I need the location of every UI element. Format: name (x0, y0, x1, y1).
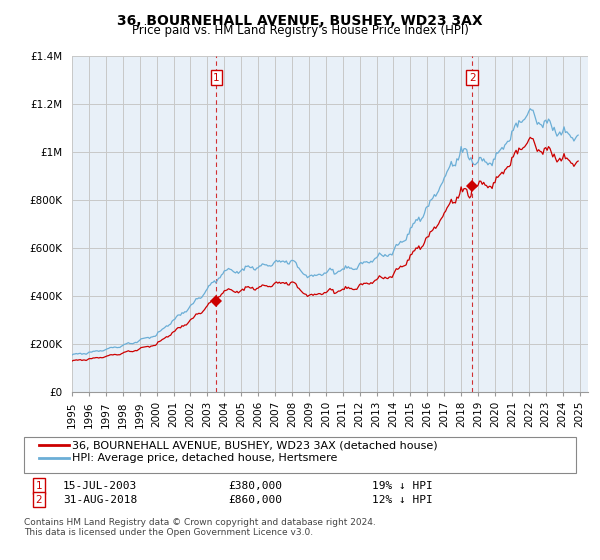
Text: £860,000: £860,000 (228, 494, 282, 505)
Text: £380,000: £380,000 (228, 481, 282, 491)
Text: Price paid vs. HM Land Registry's House Price Index (HPI): Price paid vs. HM Land Registry's House … (131, 24, 469, 37)
Text: Contains HM Land Registry data © Crown copyright and database right 2024.
This d: Contains HM Land Registry data © Crown c… (24, 518, 376, 538)
Text: 36, BOURNEHALL AVENUE, BUSHEY, WD23 3AX: 36, BOURNEHALL AVENUE, BUSHEY, WD23 3AX (117, 14, 483, 28)
Text: 36, BOURNEHALL AVENUE, BUSHEY, WD23 3AX (detached house): 36, BOURNEHALL AVENUE, BUSHEY, WD23 3AX … (72, 440, 437, 450)
Text: 12% ↓ HPI: 12% ↓ HPI (372, 494, 433, 505)
Text: 31-AUG-2018: 31-AUG-2018 (63, 494, 137, 505)
Text: 19% ↓ HPI: 19% ↓ HPI (372, 481, 433, 491)
Text: 15-JUL-2003: 15-JUL-2003 (63, 481, 137, 491)
Text: 2: 2 (35, 494, 43, 505)
Text: 1: 1 (35, 481, 43, 491)
Text: HPI: Average price, detached house, Hertsmere: HPI: Average price, detached house, Hert… (72, 452, 337, 463)
Text: 2: 2 (469, 73, 476, 83)
Text: 1: 1 (213, 73, 220, 83)
